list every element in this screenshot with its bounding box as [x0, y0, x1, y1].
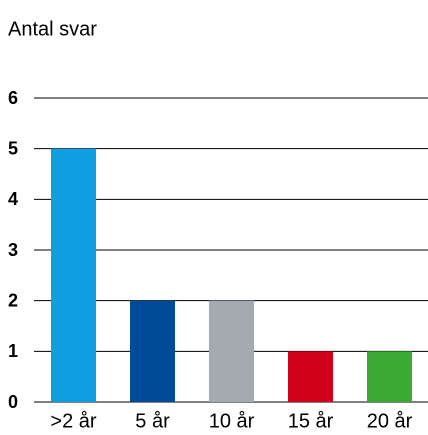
x-tick-label: 15 år: [288, 410, 334, 432]
y-tick-label: 6: [8, 88, 18, 108]
x-tick-label: >2 år: [50, 410, 96, 432]
bar: [51, 148, 96, 402]
y-tick-label: 3: [8, 240, 18, 260]
y-tick-label: 5: [8, 138, 18, 158]
y-tick-label: 1: [8, 341, 18, 361]
x-tick-label: 10 år: [209, 410, 255, 432]
bar: [367, 351, 412, 402]
y-tick-label: 2: [8, 290, 18, 310]
y-tick-label: 0: [8, 392, 18, 412]
bar: [130, 300, 175, 402]
y-tick-label: 4: [8, 189, 18, 209]
bar: [209, 300, 254, 402]
bar: [288, 351, 333, 402]
x-tick-label: 5 år: [135, 410, 170, 432]
x-tick-label: 20 år: [367, 410, 413, 432]
chart-title: Antal svar: [8, 18, 97, 40]
